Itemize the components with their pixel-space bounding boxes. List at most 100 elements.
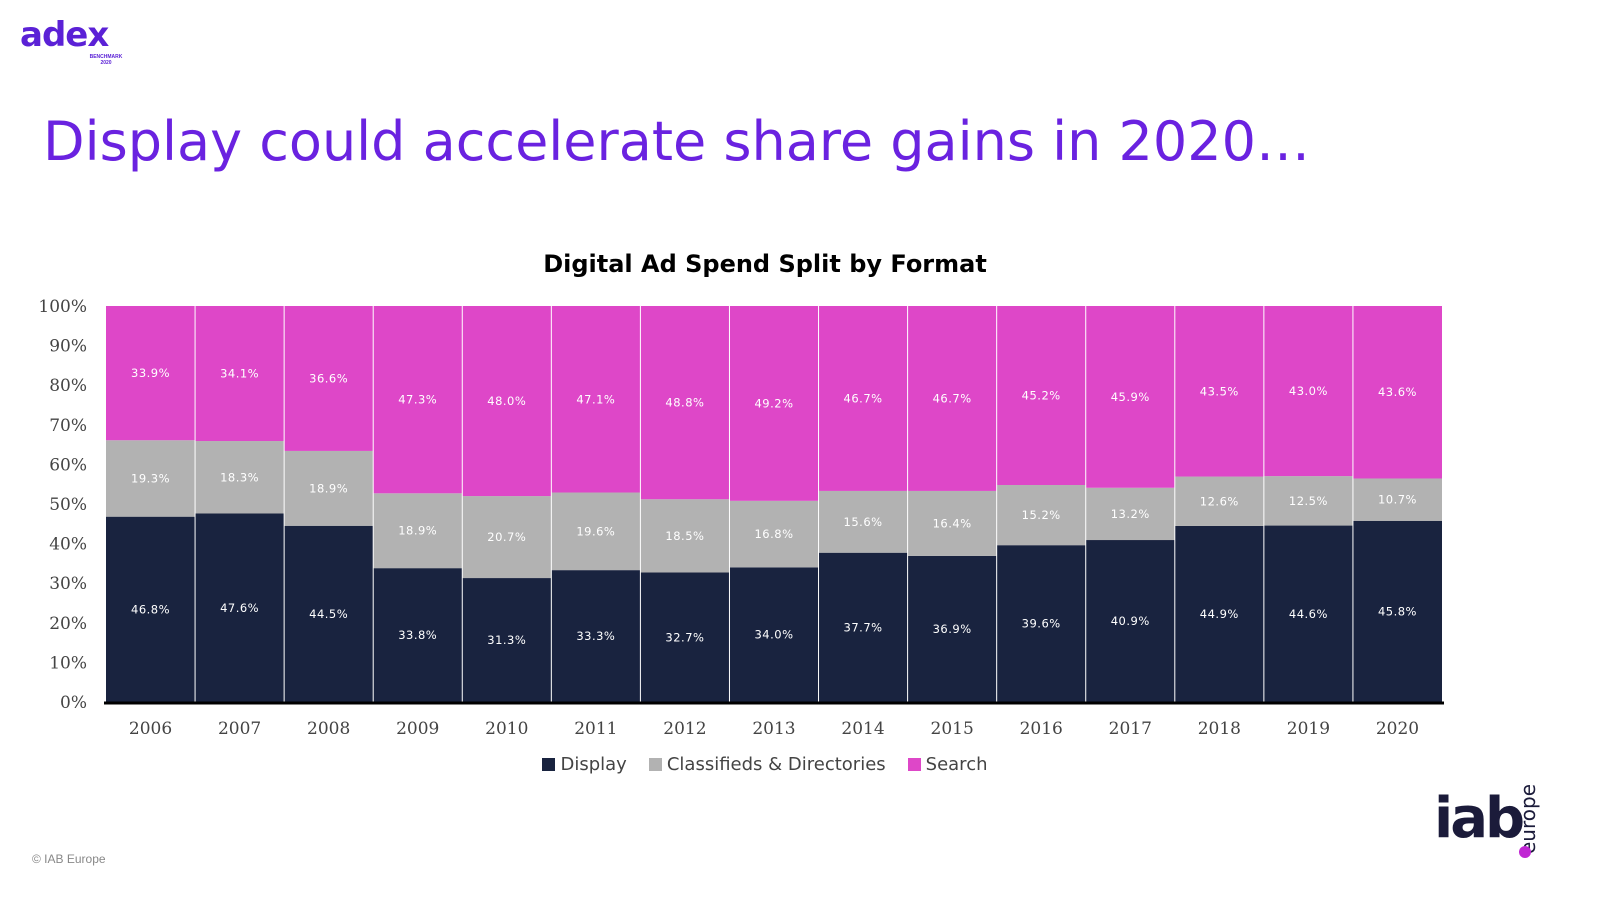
bar-segment-classifieds-directories-2006 <box>106 440 196 517</box>
data-label: 33.9% <box>131 366 170 380</box>
data-label: 48.0% <box>487 394 526 408</box>
data-label: 47.3% <box>398 393 437 407</box>
bar-segment-display-2018 <box>1174 525 1264 702</box>
x-tick-label: 2010 <box>485 719 528 739</box>
data-label: 37.7% <box>844 620 883 634</box>
bar-segment-display-2010 <box>462 578 552 702</box>
data-label: 15.2% <box>1022 508 1061 522</box>
bar-segment-search-2018 <box>1174 306 1264 477</box>
bar-segment-search-2006 <box>106 306 196 441</box>
data-label: 46.7% <box>933 391 972 405</box>
data-label: 47.1% <box>576 392 615 406</box>
data-label: 15.6% <box>844 515 883 529</box>
bar-segment-classifieds-directories-2014 <box>818 490 908 553</box>
adex-logo-sub: BENCHMARK 2020 <box>89 54 123 66</box>
bar-segment-classifieds-directories-2015 <box>907 490 997 556</box>
x-tick-label: 2012 <box>663 719 706 739</box>
y-tick-label: 10% <box>49 653 87 673</box>
adex-logo: adex BENCHMARK 2020 <box>20 15 122 66</box>
bar-segment-display-2016 <box>996 545 1086 702</box>
x-tick-label: 2017 <box>1109 719 1152 739</box>
legend-item-search: Search <box>907 754 988 775</box>
bar-segment-search-2020 <box>1352 306 1442 479</box>
data-label: 16.8% <box>754 527 793 541</box>
data-label: 48.8% <box>665 396 704 410</box>
bar-segment-classifieds-directories-2008 <box>284 450 374 526</box>
x-tick-label: 2013 <box>752 719 795 739</box>
bar-segment-display-2019 <box>1263 525 1353 702</box>
y-tick-label: 20% <box>49 614 87 634</box>
data-label: 18.5% <box>665 529 704 543</box>
y-tick-label: 90% <box>49 337 87 357</box>
data-label: 20.7% <box>487 530 526 544</box>
copyright: © IAB Europe <box>32 852 106 866</box>
y-tick-label: 70% <box>49 416 87 436</box>
x-tick-label: 2011 <box>574 719 617 739</box>
data-label: 18.3% <box>220 470 259 484</box>
x-tick-label: 2008 <box>307 719 350 739</box>
data-label: 12.6% <box>1200 494 1239 508</box>
iab-logo-dot <box>1519 846 1531 858</box>
bar-segment-search-2014 <box>818 306 908 491</box>
bar-segment-search-2007 <box>195 306 285 442</box>
bar-segment-display-2012 <box>640 572 730 702</box>
bar-segment-search-2019 <box>1263 306 1353 477</box>
bar-segment-display-2020 <box>1352 520 1442 702</box>
data-label: 43.5% <box>1200 384 1239 398</box>
bar-segment-display-2011 <box>551 570 641 702</box>
chart-legend: Display Classifieds & Directories Search <box>0 754 1530 775</box>
legend-swatch-display <box>542 758 556 771</box>
bar-segment-search-2008 <box>284 306 374 451</box>
x-tick-label: 2019 <box>1287 719 1330 739</box>
data-label: 10.7% <box>1378 493 1417 507</box>
y-tick-label: 40% <box>49 535 87 555</box>
y-tick-label: 30% <box>49 574 87 594</box>
data-label: 44.5% <box>309 607 348 621</box>
data-label: 18.9% <box>309 481 348 495</box>
data-label: 49.2% <box>754 396 793 410</box>
legend-label-search: Search <box>925 754 988 775</box>
bar-segment-search-2011 <box>551 306 641 493</box>
iab-europe-logo: iab europe <box>1432 762 1542 862</box>
legend-item-classifieds: Classifieds & Directories <box>648 754 886 775</box>
legend-label-display: Display <box>560 754 627 775</box>
y-tick-label: 0% <box>60 693 87 713</box>
bar-segment-search-2012 <box>640 306 730 500</box>
data-label: 46.7% <box>844 391 883 405</box>
data-label: 12.5% <box>1289 494 1328 508</box>
y-tick-label: 80% <box>49 376 87 396</box>
stacked-bar-chart: 0% 10% 20% 30% 40% 50% 60% 70% 80% 90% 100% 46.8% 19… <box>38 297 1444 739</box>
data-label: 36.6% <box>309 371 348 385</box>
x-tick-label: 2015 <box>931 719 974 739</box>
bar-segment-classifieds-directories-2013 <box>729 500 819 568</box>
data-label: 44.6% <box>1289 607 1328 621</box>
slide-title: Display could accelerate share gains in … <box>43 110 1310 173</box>
bar-segment-classifieds-directories-2017 <box>1085 487 1175 541</box>
data-label: 47.6% <box>220 601 259 615</box>
data-label: 33.8% <box>398 628 437 642</box>
bar-segment-classifieds-directories-2019 <box>1263 476 1353 526</box>
data-label: 45.9% <box>1111 390 1150 404</box>
data-label: 19.3% <box>131 471 170 485</box>
chart-title: Digital Ad Spend Split by Format <box>543 250 987 278</box>
bar-segment-search-2010 <box>462 306 552 497</box>
legend-label-classifieds: Classifieds & Directories <box>666 754 886 775</box>
y-tick-label: 100% <box>38 297 87 317</box>
bar-segment-classifieds-directories-2007 <box>195 441 285 514</box>
x-tick-label: 2018 <box>1198 719 1241 739</box>
legend-swatch-classifieds <box>648 758 662 771</box>
x-tick-label: 2016 <box>1020 719 1063 739</box>
bar-segment-display-2009 <box>373 568 463 702</box>
bar-segment-search-2013 <box>729 306 819 501</box>
data-label: 45.2% <box>1022 388 1061 402</box>
data-label: 46.8% <box>131 602 170 616</box>
data-label: 16.4% <box>933 516 972 530</box>
adex-logo-text: adex <box>20 15 109 55</box>
data-label: 39.6% <box>1022 617 1061 631</box>
data-label: 32.7% <box>665 630 704 644</box>
legend-item-display: Display <box>542 754 627 775</box>
data-label: 19.6% <box>576 524 615 538</box>
bar-segment-display-2006 <box>106 516 196 702</box>
y-tick-label: 60% <box>49 455 87 475</box>
data-label: 40.9% <box>1111 614 1150 628</box>
